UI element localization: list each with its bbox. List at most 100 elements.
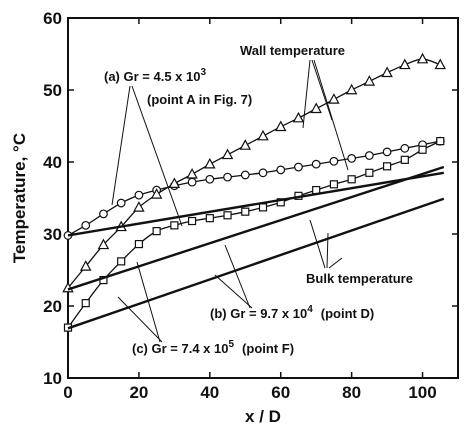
label-a-gr-text: (a) Gr = 4.5 x 10	[104, 69, 200, 84]
data-point-square	[223, 211, 232, 220]
label-c-gr-exp: 5	[228, 339, 234, 350]
leader-lines	[111, 59, 349, 343]
data-point-circle	[294, 162, 303, 172]
bulk-temperature-label: Bulk temperature	[306, 271, 413, 286]
data-point-square	[205, 214, 214, 223]
data-point-square	[329, 180, 339, 189]
series-5-bulk-line	[67, 165, 445, 291]
leader-b-2	[214, 274, 253, 309]
series-layer	[62, 52, 447, 332]
data-point-triangle	[221, 148, 234, 160]
axis-tick-labels: 0 20 40 60 80 100 10 20 30 40 50 60	[43, 9, 437, 402]
data-point-triangle	[79, 260, 92, 271]
y-tick-label: 60	[43, 9, 62, 28]
y-tick-label: 10	[43, 369, 62, 388]
data-point-circle	[400, 143, 410, 153]
data-point-square	[81, 299, 90, 308]
label-c-gr-tail: (point F)	[242, 341, 294, 356]
y-tick-label: 50	[43, 81, 62, 100]
data-point-triangle	[399, 58, 411, 70]
data-point-square	[241, 207, 250, 216]
leader-a-1	[111, 85, 131, 206]
data-point-circle	[240, 170, 250, 180]
data-point-square	[117, 257, 126, 266]
series-2-line	[67, 58, 441, 289]
data-point-triangle	[239, 139, 252, 150]
data-point-square	[347, 175, 356, 184]
data-point-triangle	[363, 75, 376, 86]
leader-wall-2	[311, 59, 333, 121]
data-point-circle	[382, 147, 392, 157]
data-point-circle	[276, 165, 286, 175]
data-point-triangle	[381, 66, 393, 78]
data-point-triangle	[204, 157, 216, 169]
data-point-triangle	[434, 58, 447, 70]
data-point-square	[170, 221, 179, 230]
leader-b-1	[224, 244, 251, 309]
data-point-square	[382, 162, 392, 171]
label-a-gr: (a) Gr = 4.5 x 103	[104, 67, 206, 84]
data-point-triangle	[292, 111, 305, 123]
data-point-square	[258, 203, 268, 212]
data-point-square	[436, 137, 445, 146]
data-point-circle	[205, 174, 215, 184]
label-b-gr-exp: 4	[307, 304, 313, 315]
label-c-gr-text: (c) Gr = 7.4 x 10	[132, 341, 228, 356]
leader-bulk-2	[326, 232, 329, 269]
data-point-triangle	[97, 238, 110, 250]
wall-temperature-label: Wall temperature	[240, 43, 345, 58]
x-tick-label: 0	[63, 383, 72, 402]
data-point-triangle	[133, 201, 145, 212]
data-point-square	[418, 145, 427, 154]
annotation-layer: Wall temperature (a) Gr = 4.5 x 103 (poi…	[104, 43, 413, 356]
data-point-triangle	[186, 167, 198, 179]
label-a-gr-exp: 3	[200, 67, 206, 78]
data-point-triangle	[257, 129, 269, 141]
data-point-circle	[311, 159, 321, 169]
data-point-square	[134, 239, 144, 249]
data-point-circle	[329, 156, 339, 166]
data-point-triangle	[168, 177, 181, 188]
label-a-point: (point A in Fig. 7)	[147, 92, 252, 107]
leader-bulk-3	[328, 257, 343, 269]
data-point-circle	[347, 153, 357, 163]
data-point-triangle	[328, 93, 340, 104]
series-1-line	[67, 140, 441, 237]
plot-frame	[67, 17, 459, 379]
leader-wall-1	[302, 59, 311, 129]
data-point-circle	[134, 190, 144, 200]
label-b-gr-tail: (point D)	[321, 306, 374, 321]
data-point-square	[187, 216, 197, 226]
data-point-circle	[116, 198, 126, 208]
data-point-circle	[187, 177, 197, 187]
y-tick-label: 30	[43, 225, 62, 244]
x-tick-label: 60	[271, 383, 290, 402]
x-tick-label: 20	[129, 383, 148, 402]
y-tick-label: 40	[43, 153, 62, 172]
data-point-circle	[223, 172, 232, 182]
x-tick-label: 100	[408, 383, 436, 402]
leader-c-2	[117, 296, 163, 343]
data-point-square	[365, 168, 374, 177]
label-b-gr: (b) Gr = 9.7 x 104 (point D)	[210, 304, 374, 321]
series-6-bulk-line	[67, 197, 445, 330]
x-axis-label: x / D	[245, 407, 281, 426]
data-point-triangle	[310, 102, 322, 114]
data-point-triangle	[416, 52, 429, 64]
data-point-triangle	[150, 188, 163, 199]
label-c-gr: (c) Gr = 7.4 x 105 (point F)	[132, 339, 294, 356]
series-3-line	[67, 140, 441, 328]
series-4-bulk-line	[67, 171, 445, 237]
leader-a-2	[131, 85, 183, 227]
x-tick-label: 80	[342, 383, 361, 402]
leader-c-1	[136, 261, 161, 343]
data-point-circle	[258, 168, 268, 178]
y-axis-label: Temperature, °C	[10, 133, 29, 263]
data-point-circle	[99, 209, 108, 219]
leader-bulk-1	[309, 219, 326, 269]
data-point-circle	[364, 151, 374, 160]
data-point-square	[152, 227, 161, 236]
data-point-circle	[81, 220, 91, 230]
x-tick-label: 40	[200, 383, 219, 402]
